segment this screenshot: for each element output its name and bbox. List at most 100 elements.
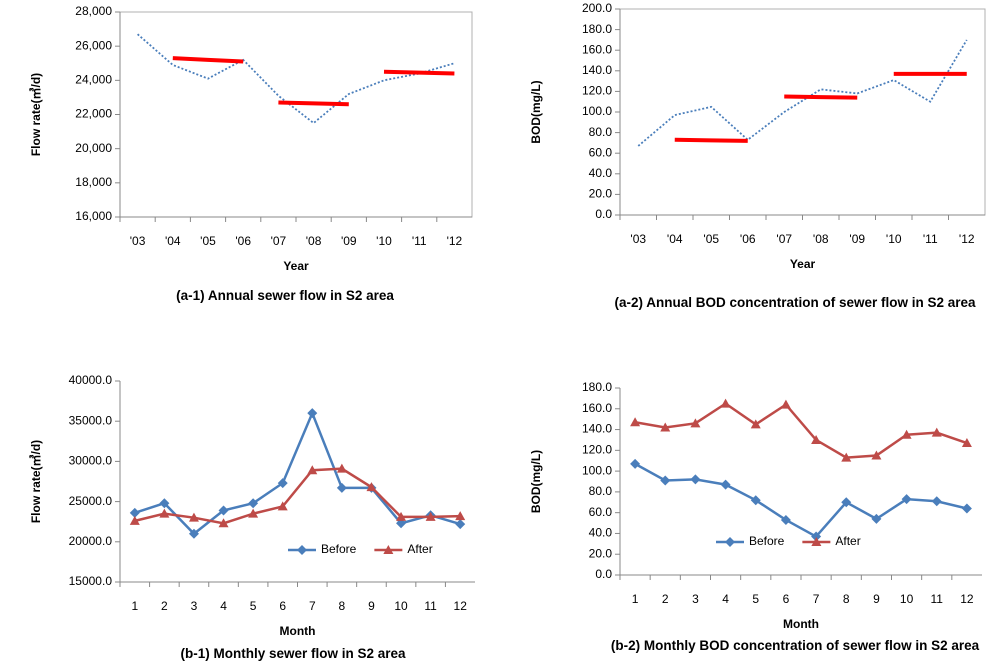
x-tick-label: 2 bbox=[161, 599, 168, 613]
point bbox=[901, 429, 912, 439]
y-tick-label: 80.0 bbox=[589, 484, 613, 498]
point bbox=[961, 438, 972, 448]
y-tick-label: 20000.0 bbox=[69, 534, 113, 548]
x-tick-label: 4 bbox=[722, 592, 729, 606]
y-tick-label: 22,000 bbox=[75, 107, 112, 121]
y-tick-label: 100.0 bbox=[582, 463, 612, 477]
point bbox=[660, 475, 671, 486]
x-axis-title: Month bbox=[783, 617, 819, 631]
point bbox=[129, 515, 140, 525]
x-tick-label: '04 bbox=[667, 232, 683, 246]
y-tick-label: 200.0 bbox=[582, 1, 612, 15]
chart-caption: (a-1) Annual sewer flow in S2 area bbox=[176, 288, 394, 303]
x-tick-label: 6 bbox=[279, 599, 286, 613]
y-axis-title: Flow rate(㎥/d) bbox=[28, 73, 43, 156]
y-tick-label: 30000.0 bbox=[69, 454, 113, 468]
series-line bbox=[278, 100, 349, 107]
point bbox=[690, 418, 701, 428]
y-tick-label: 18,000 bbox=[75, 175, 112, 189]
point bbox=[811, 434, 822, 444]
x-tick-label: '10 bbox=[886, 232, 902, 246]
x-tick-label: '09 bbox=[849, 232, 865, 246]
y-tick-label: 60.0 bbox=[589, 145, 613, 159]
point bbox=[297, 545, 307, 555]
x-tick-label: 9 bbox=[368, 599, 375, 613]
x-tick-label: '11 bbox=[923, 232, 938, 246]
point bbox=[336, 463, 347, 473]
series-line bbox=[383, 69, 455, 76]
x-tick-label: '04 bbox=[165, 234, 181, 248]
y-tick-label: 160.0 bbox=[582, 401, 612, 415]
y-tick-label: 60.0 bbox=[589, 505, 613, 519]
series-line bbox=[137, 33, 455, 125]
x-axis-title: Year bbox=[790, 257, 816, 271]
point bbox=[159, 498, 170, 509]
point bbox=[188, 512, 199, 522]
point bbox=[780, 399, 791, 409]
y-tick-label: 140.0 bbox=[582, 63, 612, 77]
point bbox=[455, 511, 466, 521]
point bbox=[277, 478, 288, 489]
legend-label: Before bbox=[321, 542, 357, 556]
series-line bbox=[634, 402, 968, 459]
x-tick-label: 10 bbox=[394, 599, 408, 613]
point bbox=[218, 518, 229, 528]
plot-frame bbox=[119, 11, 473, 218]
x-tick-label: '12 bbox=[447, 234, 463, 248]
y-tick-label: 40000.0 bbox=[69, 373, 113, 387]
point bbox=[383, 545, 394, 554]
point bbox=[780, 514, 791, 525]
point bbox=[961, 503, 972, 514]
y-tick-label: 26,000 bbox=[75, 38, 112, 52]
x-tick-label: 5 bbox=[250, 599, 257, 613]
x-tick-label: '08 bbox=[306, 234, 322, 248]
x-tick-label: '03 bbox=[630, 232, 646, 246]
point bbox=[396, 511, 407, 521]
y-axis-title: BOD(mg/L) bbox=[529, 80, 543, 143]
series-line bbox=[172, 56, 244, 64]
point bbox=[277, 501, 288, 511]
plot-frame bbox=[619, 8, 986, 216]
x-tick-label: 5 bbox=[752, 592, 759, 606]
series-line bbox=[637, 39, 968, 147]
point bbox=[811, 537, 822, 546]
y-tick-label: 15000.0 bbox=[69, 574, 113, 588]
y-tick-label: 40.0 bbox=[589, 166, 613, 180]
legend-label: After bbox=[835, 534, 860, 548]
x-axis-title: Month bbox=[280, 624, 316, 638]
y-tick-label: 28,000 bbox=[75, 4, 112, 18]
series-line bbox=[134, 409, 461, 536]
x-tick-label: '09 bbox=[341, 234, 357, 248]
legend-label: After bbox=[407, 542, 432, 556]
y-tick-label: 120.0 bbox=[582, 84, 612, 98]
x-tick-label: 7 bbox=[813, 592, 820, 606]
y-tick-label: 180.0 bbox=[582, 22, 612, 36]
point bbox=[630, 458, 641, 469]
point bbox=[901, 494, 912, 505]
chart-caption: (b-2) Monthly BOD concentration of sewer… bbox=[610, 638, 980, 653]
x-tick-label: '05 bbox=[703, 232, 719, 246]
y-tick-label: 140.0 bbox=[582, 422, 612, 436]
legend-label: Before bbox=[749, 534, 785, 548]
chart-caption: (a-2) Annual BOD concentration of sewer … bbox=[614, 295, 976, 310]
y-tick-label: 180.0 bbox=[582, 380, 612, 394]
y-tick-label: 0.0 bbox=[595, 207, 612, 221]
point bbox=[725, 537, 735, 547]
x-tick-label: '11 bbox=[412, 234, 427, 248]
point bbox=[871, 450, 882, 460]
x-tick-label: '08 bbox=[813, 232, 829, 246]
x-axis-title: Year bbox=[283, 259, 309, 273]
x-tick-label: 10 bbox=[900, 592, 914, 606]
y-tick-label: 25000.0 bbox=[69, 494, 113, 508]
x-tick-label: 1 bbox=[632, 592, 639, 606]
point bbox=[307, 465, 318, 475]
y-tick-label: 80.0 bbox=[589, 125, 613, 139]
x-tick-label: 1 bbox=[131, 599, 138, 613]
y-tick-label: 20,000 bbox=[75, 141, 112, 155]
x-tick-label: '06 bbox=[235, 234, 251, 248]
x-tick-label: '06 bbox=[740, 232, 756, 246]
x-tick-label: '10 bbox=[376, 234, 392, 248]
series-line bbox=[634, 462, 968, 539]
